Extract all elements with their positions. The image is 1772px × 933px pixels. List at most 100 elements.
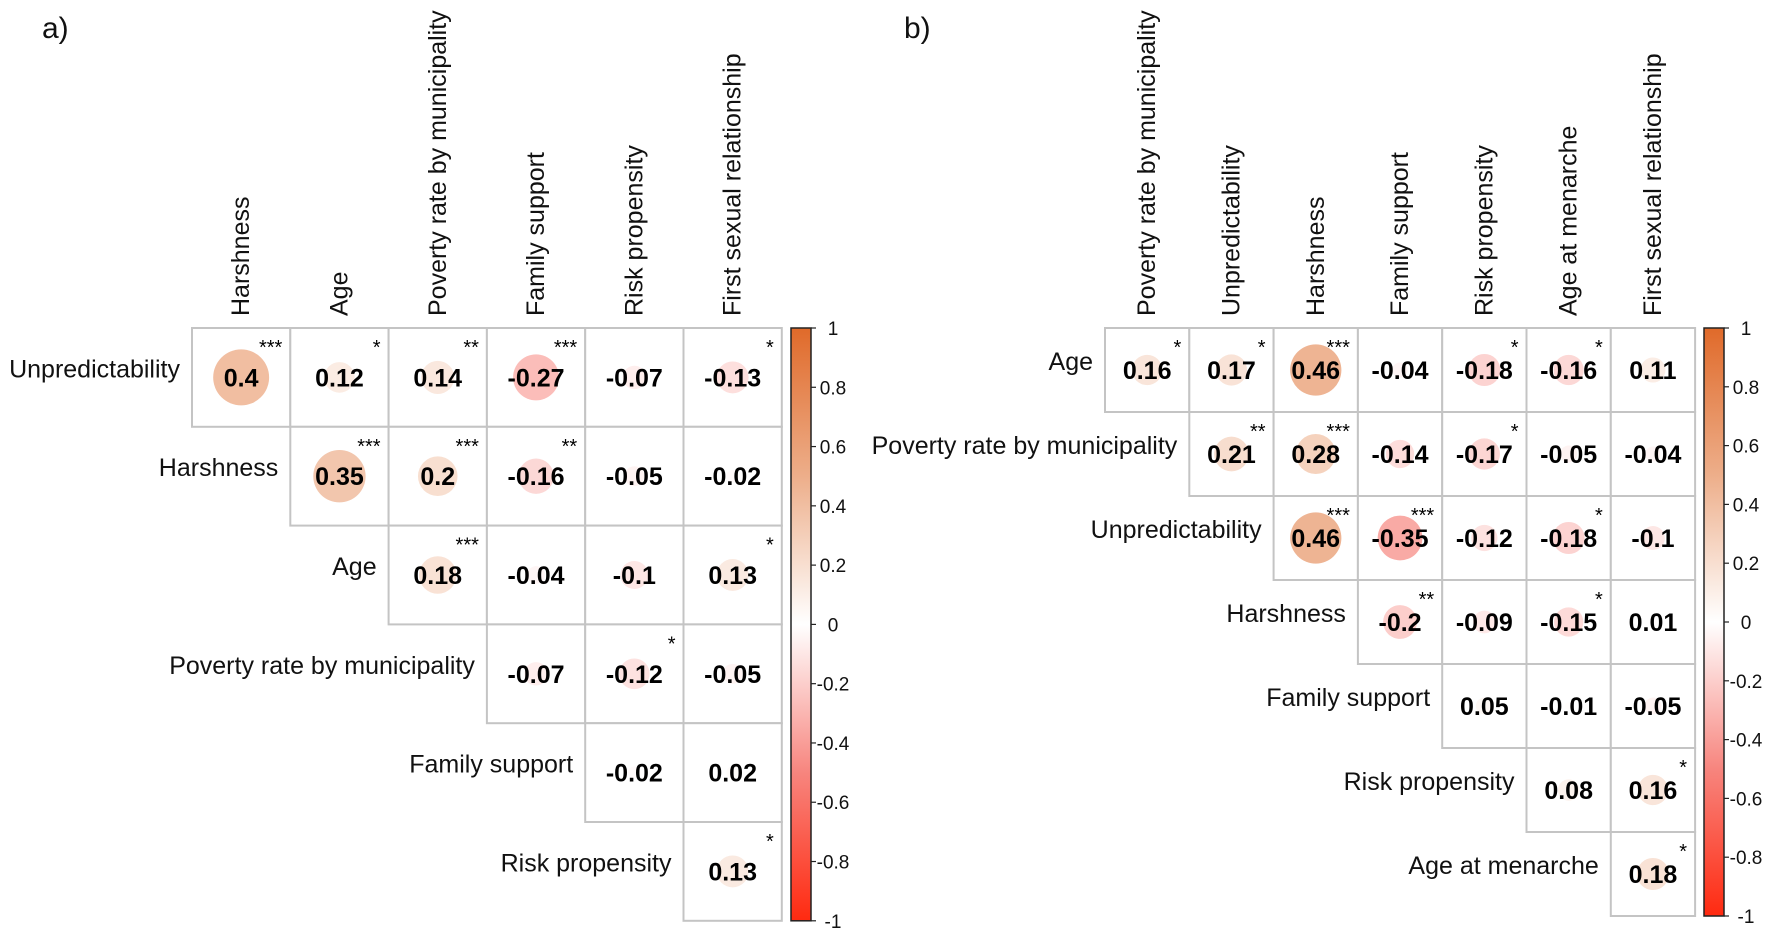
correlation-value: 0.08 <box>1544 777 1593 805</box>
correlation-cell: -0.12* <box>584 623 685 725</box>
significance-stars: *** <box>1327 505 1351 527</box>
row-label: Risk propensity <box>1344 768 1515 796</box>
significance-stars: *** <box>1327 337 1351 359</box>
significance-stars: *** <box>259 337 283 359</box>
colorbar: 1 0.8 0.6 0.4 0.2 0 -0.2 -0.4 -0.6 -0.8 -1 <box>1703 319 1763 928</box>
correlation-circle <box>1553 354 1584 386</box>
correlation-cell: -0.2** <box>1356 579 1444 665</box>
colorbar-tick-label: -0.4 <box>1730 731 1763 752</box>
correlation-cell: 0.21** <box>1188 411 1275 497</box>
significance-stars: *** <box>1411 505 1435 527</box>
correlation-value: -0.14 <box>1372 441 1429 469</box>
correlation-circle <box>716 361 749 394</box>
correlation-value: -0.16 <box>1540 357 1597 385</box>
correlation-value: 0.21 <box>1207 441 1256 469</box>
correlation-value: 0.18 <box>413 562 462 590</box>
significance-stars: ** <box>1419 589 1435 611</box>
colorbar-tick-label: 0.4 <box>820 497 847 518</box>
correlation-cell: -0.01 <box>1525 663 1612 749</box>
colorbar-tick-label: 0.6 <box>820 438 846 459</box>
correlation-cell: 0.18 *** <box>387 524 488 626</box>
significance-stars: * <box>766 337 774 359</box>
colorbar-tick-label: -0.2 <box>1730 672 1763 693</box>
significance-stars: * <box>766 831 774 853</box>
correlation-cell: 0.18* <box>1609 831 1697 917</box>
correlation-circle <box>628 766 641 779</box>
correlation-circle <box>1636 857 1669 891</box>
correlation-value: -0.15 <box>1540 609 1597 637</box>
significance-stars: ** <box>463 337 479 359</box>
correlation-value: 0.28 <box>1291 441 1340 469</box>
correlation-cell: -0.07 <box>584 327 685 428</box>
significance-stars: * <box>1595 589 1603 611</box>
panel-label: a) <box>42 12 69 45</box>
correlation-circle <box>1564 702 1573 710</box>
correlation-value: -0.09 <box>1456 609 1513 637</box>
correlation-circle <box>1290 344 1342 396</box>
correlation-cell: 0.08 <box>1525 747 1612 833</box>
correlation-value: 0.4 <box>224 364 259 392</box>
cell-border <box>387 524 488 626</box>
correlation-value: 0.46 <box>1291 525 1340 553</box>
row-label: Risk propensity <box>501 849 672 877</box>
colorbar-tick-label: 0.8 <box>820 378 846 399</box>
correlation-circle <box>421 360 455 394</box>
colorbar-tick-label: 0.6 <box>1733 437 1759 458</box>
correlation-cell: -0.1 <box>584 524 685 626</box>
correlation-circle <box>1392 362 1408 378</box>
significance-stars: ** <box>1250 421 1266 443</box>
significance-stars: * <box>373 337 381 359</box>
correlation-value: 0.01 <box>1629 609 1678 637</box>
correlation-value: -0.07 <box>508 661 565 689</box>
colorbar-tick-label: 0 <box>828 615 839 636</box>
colorbar-tick-label: -0.8 <box>817 853 850 874</box>
colorbar-tick-label: -1 <box>825 912 842 933</box>
correlation-cell: 0.13 * <box>682 821 783 922</box>
correlation-value: 0.18 <box>1629 861 1678 889</box>
significance-stars: * <box>1258 337 1266 359</box>
row-label: Poverty rate by municipality <box>169 652 475 680</box>
correlation-value: 0.46 <box>1291 357 1340 385</box>
cell-border <box>682 524 783 626</box>
correlation-cell: 0.4*** <box>191 327 292 428</box>
column-label: Harshness <box>227 197 255 317</box>
significance-stars: * <box>1595 505 1603 527</box>
correlation-cell: 0.2*** <box>387 425 488 527</box>
panel-b: b) Poverty rate by municipality Unpredicta… <box>872 10 1763 928</box>
row-label: Age at menarche <box>1408 852 1598 880</box>
correlation-cell: 0.28*** <box>1272 411 1359 497</box>
column-label: First sexual relationship <box>1639 53 1667 316</box>
correlation-circle <box>1557 779 1580 801</box>
correlation-circle <box>726 766 739 779</box>
correlation-cell: -0.05 <box>1609 663 1697 749</box>
correlation-value: 0.02 <box>708 760 757 788</box>
correlation-cell: -0.05 <box>682 623 783 725</box>
correlation-value: 0.16 <box>1123 357 1172 385</box>
correlation-value: -0.1 <box>1631 525 1674 553</box>
correlation-circle <box>716 855 749 888</box>
colorbar-tick-label: 0 <box>1741 613 1752 634</box>
correlation-cell: -0.05 <box>1525 411 1612 497</box>
column-label: Poverty rate by municipality <box>1133 10 1161 316</box>
correlation-value: -0.12 <box>606 661 663 689</box>
correlation-cell: -0.07 <box>485 623 587 725</box>
correlation-value: -0.02 <box>704 463 761 491</box>
colorbar-tick-label: 0.2 <box>820 556 846 577</box>
colorbar-scale <box>1703 327 1725 917</box>
correlation-circle <box>513 354 560 401</box>
significance-stars: *** <box>357 436 381 458</box>
colorbar-tick-label: -0.6 <box>1730 789 1763 810</box>
correlation-value: -0.04 <box>1624 441 1681 469</box>
correlation-cell: -0.18* <box>1441 327 1528 413</box>
correlation-value: -0.17 <box>1456 441 1513 469</box>
correlation-circle <box>1649 618 1657 626</box>
correlation-cell: -0.15* <box>1525 579 1612 665</box>
correlation-circle <box>1475 697 1493 715</box>
correlation-cell: 0.35 *** <box>289 425 390 527</box>
column-label: Age at menarche <box>1555 126 1583 316</box>
correlation-cell: 0.02 <box>682 722 783 824</box>
significance-stars: * <box>1174 337 1182 359</box>
correlation-value: -0.1 <box>613 562 656 590</box>
correlation-circle <box>418 556 457 594</box>
